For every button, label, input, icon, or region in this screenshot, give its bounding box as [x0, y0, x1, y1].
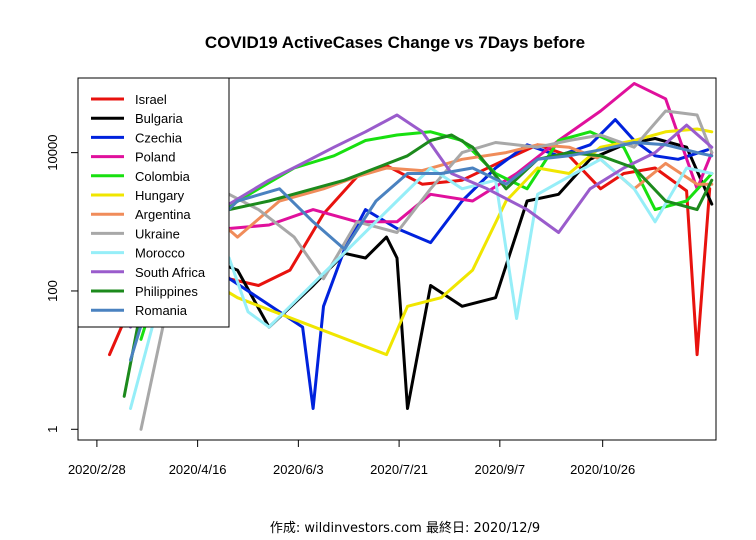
y-tick-label: 10000: [45, 135, 60, 171]
legend-label: Philippines: [135, 284, 198, 299]
chart-title: COVID19 ActiveCases Change vs 7Days befo…: [205, 33, 585, 52]
y-tick-label: 1: [45, 426, 60, 433]
legend-label: Ukraine: [135, 226, 180, 241]
legend-label: Argentina: [135, 207, 191, 222]
series-line-11: [129, 141, 714, 362]
legend-label: Romania: [135, 303, 188, 318]
legend: Israel Bulgaria Czechia Poland Colombia Hunga…: [77, 77, 230, 328]
legend-label: Bulgaria: [135, 111, 183, 126]
x-tick-label: 2020/2/28: [68, 462, 126, 477]
legend-label: Poland: [135, 150, 175, 165]
series-line-6: [129, 143, 714, 308]
x-tick-label: 2020/10/26: [570, 462, 635, 477]
legend-label: Hungary: [135, 188, 185, 203]
footer-caption: 作成: wildinvestors.com 最終日: 2020/12/9: [270, 520, 540, 536]
y-axis: 1 100 10000: [45, 135, 79, 433]
x-tick-label: 2020/9/7: [475, 462, 526, 477]
x-tick-label: 2020/4/16: [169, 462, 227, 477]
series-line-10: [122, 133, 714, 398]
legend-label: Czechia: [135, 130, 183, 145]
y-tick-label: 100: [45, 280, 60, 302]
legend-label: South Africa: [135, 265, 206, 280]
series-line-2: [122, 118, 710, 410]
x-tick-label: 2020/6/3: [273, 462, 324, 477]
legend-label: Colombia: [135, 169, 191, 184]
x-axis: 2020/2/28 2020/4/16 2020/6/3 2020/7/21 2020/…: [68, 439, 635, 477]
x-tick-label: 2020/7/21: [370, 462, 428, 477]
legend-label: Morocco: [135, 246, 185, 261]
legend-label: Israel: [135, 92, 167, 107]
